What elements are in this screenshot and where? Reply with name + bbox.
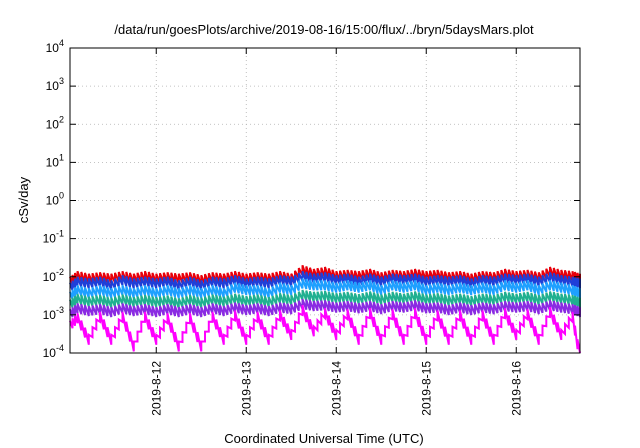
series-line [69,264,581,286]
x-tick-label: 2019-8-12 [149,361,163,416]
y-tick-label: 102 [46,114,64,131]
series-line [69,304,581,354]
series-line [69,278,581,300]
x-tick-label: 2019-8-13 [239,361,253,416]
y-tick-label: 10-3 [43,305,64,322]
ticks [70,47,580,354]
y-tick-label: 100 [46,191,64,208]
y-tick-label: 103 [46,76,64,93]
chart-title: /data/run/goesPlots/archive/2019-08-16/1… [114,22,534,37]
y-tick-labels: 10-4 10-3 10-2 10-1 100 101 102 103 104 [43,38,64,360]
series-line [69,298,581,318]
x-tick-label: 2019-8-16 [509,361,523,416]
y-tick-label: 10-1 [43,229,64,246]
x-tick-label: 2019-8-14 [329,361,343,416]
x-tick-label: 2019-8-15 [419,361,433,416]
x-tick-labels: 2019-8-12 2019-8-13 2019-8-14 2019-8-15 2019… [149,361,523,416]
series-layer [69,264,581,354]
y-tick-label: 104 [46,38,64,55]
series-line [69,289,581,309]
x-axis-label: Coordinated Universal Time (UTC) [224,431,423,446]
series-line [69,270,581,291]
y-tick-label: 101 [46,152,64,169]
y-tick-label: 10-4 [43,343,64,360]
y-axis-label: cSv/day [16,176,31,223]
y-tick-label: 10-2 [43,267,64,284]
